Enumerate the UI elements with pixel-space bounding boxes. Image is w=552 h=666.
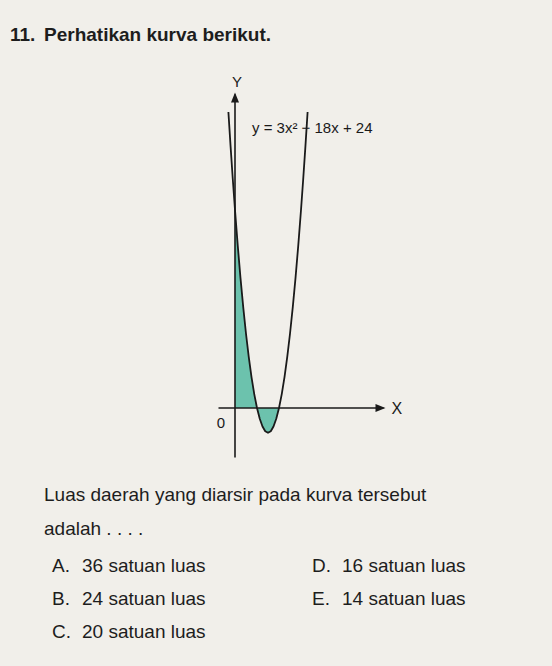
option-letter: D. [312, 555, 331, 577]
x-arrow [376, 404, 386, 412]
prompt: Perhatikan kurva berikut. [44, 24, 271, 46]
tick-label: 0 [217, 414, 225, 431]
x-label: X [392, 400, 403, 417]
question-line: adalah . . . . [44, 518, 143, 540]
option-text: 14 satuan luas [342, 588, 466, 610]
curve [228, 112, 307, 433]
question-line: Luas daerah yang diarsir pada kurva ters… [44, 484, 426, 506]
question-number: 11. [10, 24, 35, 46]
option-letter: E. [312, 588, 330, 610]
option-letter: B. [52, 588, 70, 610]
option-text: 16 satuan luas [342, 555, 466, 577]
y-axis [234, 95, 236, 458]
shaded-area [235, 210, 279, 433]
option-text: 24 satuan luas [82, 588, 206, 610]
option-text: 36 satuan luas [82, 555, 206, 577]
option-letter: A. [52, 555, 70, 577]
plot [228, 112, 307, 433]
x-axis [219, 407, 384, 409]
option-text: 20 satuan luas [82, 621, 206, 643]
option-letter: C. [52, 621, 71, 643]
y-label: Y [232, 73, 242, 90]
equation: y = 3x² − 18x + 24 [252, 119, 373, 136]
y-arrow [231, 93, 239, 103]
